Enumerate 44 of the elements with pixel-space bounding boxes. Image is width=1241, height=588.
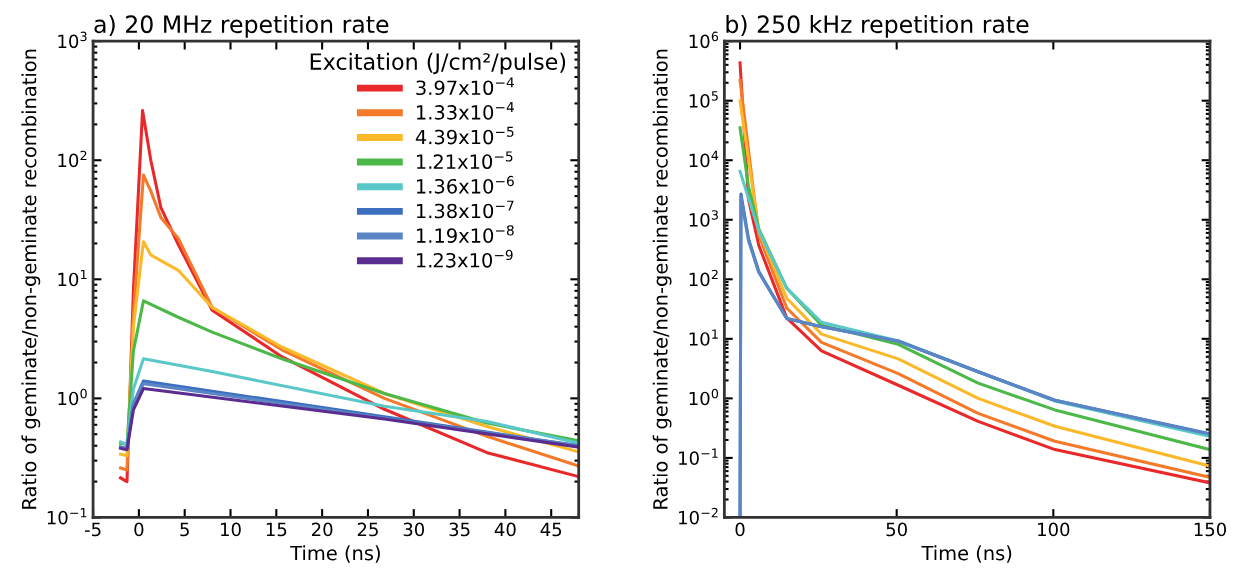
x-tick-label: 35 <box>449 522 470 537</box>
x-tick-label: 25 <box>357 522 378 537</box>
y-tick-label: 10$^{2}$ <box>58 150 87 168</box>
x-tick-label: 0 <box>735 522 745 537</box>
y-tick-label: 10$^{3}$ <box>689 210 718 227</box>
x-tick-label: 30 <box>403 522 425 537</box>
x-tick-label: 0 <box>134 522 144 537</box>
chart-title: a) 20 MHz repetition rate <box>94 14 389 38</box>
legend-label: 1.36x10$^{−6}$ <box>417 175 514 194</box>
y-axis-title: Ratio of geminate/non-geminate recombination <box>652 49 672 509</box>
x-tick-label: 15 <box>266 522 287 537</box>
legend-label: 1.38x10$^{−7}$ <box>417 200 514 219</box>
x-tick-label: 100 <box>1038 522 1070 537</box>
legend-label: 4.39x10$^{−5}$ <box>415 126 514 145</box>
x-axis-title: Time (ns) <box>921 545 1012 563</box>
y-tick-label: 10$^{6}$ <box>689 31 719 49</box>
y-tick-label: 10$^{0}$ <box>58 388 87 406</box>
x-tick-label: -5 <box>84 522 101 537</box>
legend-label: 1.19x10$^{−8}$ <box>417 225 514 243</box>
legend-label: 1.23x10$^{−9}$ <box>417 249 513 268</box>
y-tick-label: 10$^{−2}$ <box>679 507 718 525</box>
x-tick-label: 10 <box>221 522 241 537</box>
y-tick-label: 10$^{5}$ <box>689 91 718 108</box>
y-tick-label: 10$^{1}$ <box>58 269 87 287</box>
chart-title: b) 250 kHz repetition rate <box>726 14 1029 38</box>
legend-label: 1.21x10$^{−5}$ <box>417 151 513 170</box>
y-tick-label: 10$^{−1}$ <box>679 448 718 465</box>
x-tick-label: 20 <box>311 522 333 537</box>
y-tick-label: 10$^{4}$ <box>689 150 719 168</box>
x-tick-label: 45 <box>540 522 562 537</box>
y-tick-label: 10$^{2}$ <box>689 269 718 287</box>
x-tick-label: 50 <box>886 522 907 537</box>
x-tick-label: 150 <box>1194 522 1227 537</box>
y-tick-label: 10$^{3}$ <box>58 31 87 49</box>
y-axis-title: Ratio of geminate/non-geminate recombination <box>21 49 41 509</box>
legend-label: 1.33x10$^{−4}$ <box>417 102 514 120</box>
legend-title: Excitation (J/cm²/pulse) <box>310 52 566 75</box>
x-axis-title: Time (ns) <box>290 545 380 563</box>
y-tick-label: 10$^{0}$ <box>689 388 719 406</box>
y-tick-label: 10$^{1}$ <box>689 329 718 346</box>
x-tick-label: 5 <box>180 522 189 537</box>
legend-label: 3.97x10$^{−4}$ <box>416 77 514 96</box>
y-tick-label: 10$^{−1}$ <box>47 508 87 525</box>
x-tick-label: 40 <box>494 522 516 537</box>
